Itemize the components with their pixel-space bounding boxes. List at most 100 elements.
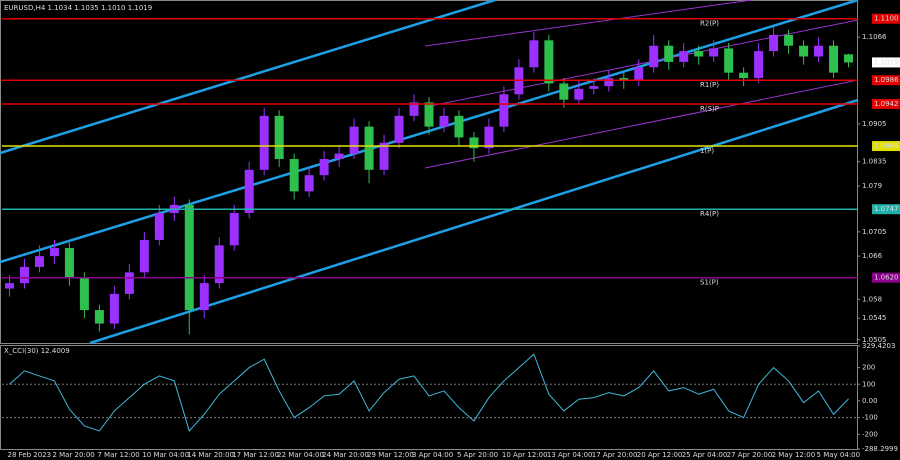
- price-tag-bg: [872, 204, 900, 215]
- candle-body: [604, 78, 614, 87]
- level-tag: 1(P): [700, 147, 714, 155]
- candle-body: [439, 115, 449, 127]
- y-tick-label: 1.079: [862, 182, 882, 190]
- y-tick-label: 1.0905: [862, 120, 887, 128]
- x-tick-label: 2 Mar 20:00: [52, 451, 94, 459]
- indicator-title: X_CCI(30) 12.4009: [4, 347, 70, 355]
- cci-line: [9, 353, 849, 432]
- y-tick-label: 1.1066: [862, 33, 887, 41]
- candle-body: [289, 159, 299, 192]
- price-tag: 1.0620: [874, 274, 899, 282]
- y-tick-label: 329.4203: [862, 342, 895, 350]
- y-tick-label: -288.2999: [862, 445, 898, 453]
- candle-body: [754, 51, 764, 79]
- candle-body: [409, 102, 419, 116]
- candle-body: [784, 34, 794, 46]
- candle-body: [499, 94, 509, 127]
- candle-body: [379, 142, 389, 170]
- candle-body: [649, 45, 659, 68]
- y-tick-label: 1.058: [862, 295, 882, 303]
- y-tick-label: -100: [862, 414, 878, 422]
- candle-body: [364, 126, 374, 170]
- candle-body: [124, 272, 134, 294]
- x-tick-label: 10 Mar 04:00: [142, 451, 189, 459]
- candle-body: [529, 40, 539, 68]
- level-tag: R4(P): [700, 210, 719, 218]
- candle-body: [664, 45, 674, 62]
- y-tick-label: 1.066: [862, 252, 883, 260]
- price-tag: 1.0942: [874, 100, 899, 108]
- candle-body: [4, 283, 14, 289]
- candle-body: [559, 83, 569, 100]
- candle-body: [34, 256, 44, 267]
- y-tick-label: 100: [862, 380, 875, 388]
- candle-body: [274, 115, 284, 160]
- candle-body: [799, 45, 809, 57]
- candle-body: [79, 277, 89, 311]
- channel-line: [89, 98, 859, 345]
- y-tick-label: 200: [862, 364, 875, 372]
- price-tag-bg: [872, 75, 900, 86]
- x-tick-label: 3 Apr 04:00: [412, 451, 453, 459]
- x-tick-label: 2 May 12:00: [772, 451, 816, 459]
- y-tick-label: 1.0835: [862, 158, 887, 166]
- main-pane: [0, 0, 858, 344]
- candle-body: [229, 212, 239, 246]
- x-tick-label: 7 Mar 12:00: [97, 451, 139, 459]
- x-tick-label: 14 Mar 20:00: [187, 451, 234, 459]
- candle-body: [64, 248, 74, 278]
- channel-line: [424, 19, 859, 108]
- x-tick-label: 10 Apr 12:00: [502, 451, 548, 459]
- x-tick-label: 13 Apr 04:00: [547, 451, 593, 459]
- level-tag: S1(P): [700, 279, 719, 287]
- y-tick-label: 0.00: [862, 397, 878, 405]
- price-tag: 1.1100: [874, 15, 899, 23]
- price-tag-bg: [872, 98, 900, 109]
- candle-body: [259, 115, 269, 170]
- x-tick-label: 20 Apr 12:00: [637, 451, 683, 459]
- candle-body: [394, 115, 404, 143]
- candle-body: [454, 115, 464, 138]
- candle-body: [469, 137, 479, 149]
- x-tick-label: 25 Apr 04:00: [682, 451, 728, 459]
- price-tag: 1.0864: [874, 142, 899, 150]
- channel-line: [424, 79, 859, 169]
- candle-body: [424, 102, 434, 127]
- candle-body: [214, 245, 224, 284]
- y-tick-label: -200: [862, 430, 878, 438]
- candle-body: [589, 86, 599, 89]
- candle-body: [199, 283, 209, 311]
- candle-body: [334, 153, 344, 160]
- candle-body: [724, 48, 734, 73]
- price-tag: 1.0986: [874, 76, 899, 84]
- level-tag: R(S)P: [700, 105, 719, 113]
- price-tag-bg: [872, 272, 900, 283]
- x-tick-label: 17 Apr 20:00: [592, 451, 638, 459]
- candle-body: [829, 45, 839, 73]
- candle-body: [484, 126, 494, 149]
- candle-body: [709, 48, 719, 57]
- candle-body: [184, 204, 194, 311]
- candle-body: [739, 72, 749, 79]
- price-tag-bg: [872, 57, 900, 68]
- x-tick-label: 5 May 04:00: [817, 451, 861, 459]
- candle-body: [304, 175, 314, 192]
- x-tick-label: 28 Feb 2023: [7, 451, 51, 459]
- y-tick-label: 1.0545: [862, 314, 887, 322]
- candle-body: [844, 54, 854, 63]
- channel-line: [0, 0, 496, 155]
- current-price: 1.1019: [874, 58, 899, 66]
- level-tag: R1(P): [700, 81, 719, 89]
- candle-body: [49, 248, 59, 257]
- candle-body: [769, 34, 779, 52]
- candle-body: [574, 88, 584, 100]
- y-tick-label: 1.0705: [862, 228, 887, 236]
- candle-body: [544, 40, 554, 84]
- candle-body: [634, 67, 644, 81]
- channel-line: [424, 0, 756, 47]
- candle-body: [244, 169, 254, 213]
- candle-body: [814, 45, 824, 57]
- x-tick-label: 24 Mar 20:00: [322, 451, 369, 459]
- cci-pane: [0, 345, 858, 450]
